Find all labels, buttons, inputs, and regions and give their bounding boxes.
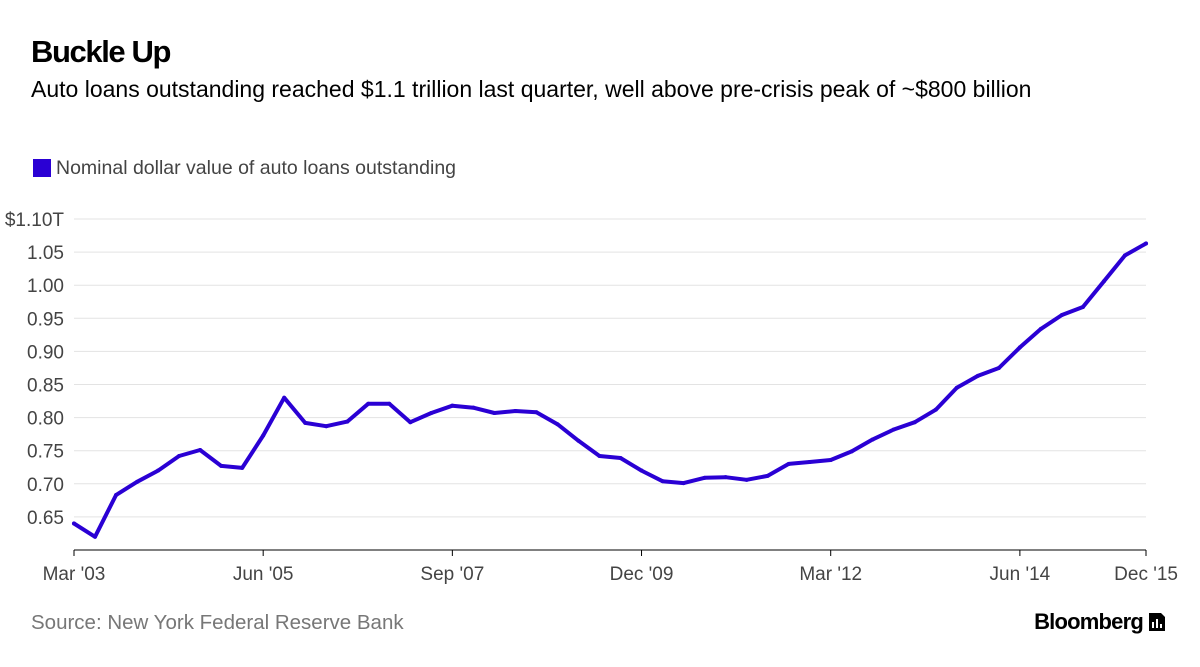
- y-tick-label: 0.95: [27, 309, 64, 330]
- data-point: [618, 455, 623, 460]
- data-point: [345, 419, 350, 424]
- data-point: [723, 475, 728, 480]
- grid-layer: [74, 218, 1146, 518]
- data-point: [177, 453, 182, 458]
- data-point: [219, 463, 224, 468]
- data-point: [681, 481, 686, 486]
- data-point: [1059, 312, 1064, 317]
- data-point: [261, 433, 266, 438]
- data-point: [240, 465, 245, 470]
- data-point: [639, 468, 644, 473]
- data-point: [1122, 253, 1127, 258]
- data-point: [114, 493, 119, 498]
- data-point: [576, 438, 581, 443]
- chart-title: Buckle Up: [31, 34, 171, 69]
- data-point: [597, 453, 602, 458]
- data-point: [996, 365, 1001, 370]
- legend-label: Nominal dollar value of auto loans outst…: [56, 156, 457, 179]
- x-tick-label: Sep '07: [420, 564, 484, 585]
- data-point: [156, 468, 161, 473]
- data-point: [765, 473, 770, 478]
- y-tick-label: $1.10T: [5, 210, 65, 231]
- y-tick-label: 0.70: [27, 475, 64, 496]
- data-point: [807, 459, 812, 464]
- data-point: [282, 395, 287, 400]
- data-point: [303, 420, 308, 425]
- data-point: [135, 479, 140, 484]
- data-point: [513, 408, 518, 413]
- x-tick-label: Jun '14: [990, 564, 1051, 585]
- y-tick-label: 0.80: [27, 409, 64, 430]
- y-axis: $1.10T 1.05 1.00 0.95 0.90 0.85 0.80 0.75 0.70 0.…: [5, 210, 65, 529]
- data-point: [933, 407, 938, 412]
- data-point: [198, 448, 203, 453]
- y-tick-label: 0.65: [27, 508, 64, 529]
- data-point: [555, 422, 560, 427]
- chart-subtitle: Auto loans outstanding reached $1.1 tril…: [31, 76, 1032, 102]
- data-point: [366, 401, 371, 406]
- y-tick-label: 0.85: [27, 376, 64, 397]
- data-point: [1038, 326, 1043, 331]
- legend-swatch: [33, 159, 51, 177]
- data-point: [471, 405, 476, 410]
- y-tick-label: 0.90: [27, 342, 64, 363]
- data-point: [1017, 345, 1022, 350]
- data-point: [849, 449, 854, 454]
- x-tick-label: Dec '15: [1114, 564, 1178, 585]
- data-point: [828, 457, 833, 462]
- data-point: [660, 479, 665, 484]
- series-layer: [72, 241, 1148, 539]
- brand-name: Bloomberg: [1034, 609, 1144, 634]
- data-point: [891, 427, 896, 432]
- data-point: [1101, 279, 1106, 284]
- x-tick-label: Dec '09: [610, 564, 674, 585]
- x-tick-label: Mar '12: [799, 564, 862, 585]
- source-note: Source: New York Federal Reserve Bank: [31, 611, 404, 634]
- data-point: [744, 477, 749, 482]
- data-point: [870, 437, 875, 442]
- data-point: [786, 461, 791, 466]
- x-tick-label: Jun '05: [233, 564, 294, 585]
- data-point: [1144, 241, 1148, 246]
- y-tick-label: 1.00: [27, 276, 64, 297]
- data-point: [324, 424, 329, 429]
- series-line: [72, 241, 1148, 539]
- data-point: [492, 410, 497, 415]
- data-point: [912, 420, 917, 425]
- x-tick-label: Mar '03: [43, 564, 106, 585]
- data-point: [387, 401, 392, 406]
- y-tick-label: 0.75: [27, 442, 64, 463]
- data-point: [975, 373, 980, 378]
- data-point: [429, 410, 434, 415]
- data-point: [1080, 305, 1085, 310]
- brand-logo: Bloomberg: [1034, 609, 1166, 635]
- data-point: [954, 385, 959, 390]
- data-point: [450, 403, 455, 408]
- legend: Nominal dollar value of auto loans outst…: [33, 156, 456, 180]
- y-tick-label: 1.05: [27, 243, 64, 264]
- data-point: [408, 420, 413, 425]
- data-point: [72, 521, 76, 526]
- data-point: [534, 410, 539, 415]
- data-point: [702, 475, 707, 480]
- bloomberg-chart-icon: [1149, 613, 1165, 631]
- data-point: [93, 534, 98, 539]
- x-axis: Mar '03 Jun '05 Sep '07 Dec '09 Mar '12 Jun '…: [43, 549, 1178, 585]
